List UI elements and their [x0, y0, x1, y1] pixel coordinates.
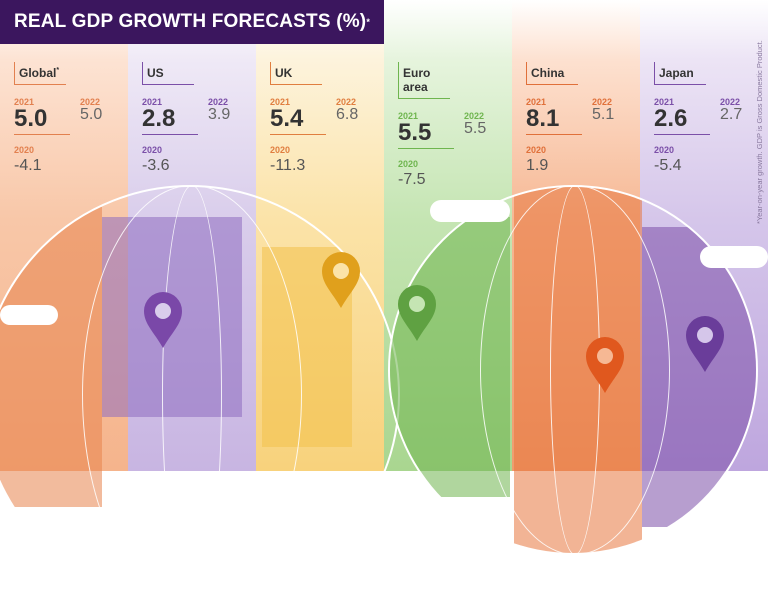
- year-label-2022: 2022: [720, 97, 741, 107]
- location-pin-icon-euro: [398, 285, 436, 341]
- value-2021: 5.0: [14, 107, 70, 135]
- cloud: [700, 246, 768, 268]
- globe-left: [0, 185, 400, 605]
- value-2021: 2.8: [142, 107, 198, 135]
- value-2020: -4.1: [14, 157, 42, 174]
- location-pin-icon-china: [586, 337, 624, 393]
- year-label-2021: 2021: [654, 97, 675, 107]
- region-name-text: Euro area: [403, 66, 431, 94]
- value-2022: 6.8: [336, 106, 359, 123]
- value-2022: 5.5: [464, 120, 487, 137]
- year-label-2022: 2022: [592, 97, 613, 107]
- year-label-2020: 2020: [14, 145, 35, 155]
- location-pin-icon-uk: [322, 252, 360, 308]
- year-label-2022: 2022: [208, 97, 229, 107]
- value-2021: 8.1: [526, 107, 582, 135]
- value-2021: 5.5: [398, 121, 454, 149]
- cloud: [0, 305, 58, 325]
- location-pin-icon-japan: [686, 316, 724, 372]
- region-name-text: China: [531, 66, 565, 80]
- region-card: US 2021 2.8 2022 3.9 2020 -3.6: [142, 62, 252, 175]
- region-card: China 2021 8.1 2022 5.1 2020 1.9: [526, 62, 636, 175]
- region-card: UK 2021 5.4 2022 6.8 2020 -11.3: [270, 62, 380, 175]
- value-2022: 3.9: [208, 106, 231, 123]
- region-name-text: Japan: [659, 66, 694, 80]
- value-2020: -7.5: [398, 171, 426, 188]
- region-name-text: US: [147, 66, 164, 80]
- region-card: Euro area 2021 5.5 2022 5.5 2020 -7.5: [398, 62, 508, 189]
- value-2022: 2.7: [720, 106, 743, 123]
- value-2020: -11.3: [270, 157, 306, 174]
- region-card: Global* 2021 5.0 2022 5.0 2020 -4.1: [14, 62, 124, 175]
- value-2020: -5.4: [654, 157, 682, 174]
- year-label-2021: 2021: [142, 97, 163, 107]
- title-text: REAL GDP GROWTH FORECASTS (%): [13, 11, 367, 32]
- year-label-2020: 2020: [142, 145, 163, 155]
- value-2022: 5.1: [592, 106, 615, 123]
- value-2020: 1.9: [526, 157, 549, 174]
- region-name-text: Global: [19, 66, 57, 80]
- region-name: Euro area: [398, 62, 450, 99]
- year-label-2022: 2022: [336, 97, 357, 107]
- year-label-2022: 2022: [80, 97, 101, 107]
- value-2020: -3.6: [142, 157, 170, 174]
- page-title: REAL GDP GROWTH FORECASTS (%) *: [0, 0, 384, 44]
- meridian: [82, 187, 302, 603]
- year-label-2020: 2020: [526, 145, 547, 155]
- year-label-2021: 2021: [14, 97, 35, 107]
- footnote: *Year-on-year growth. GDP is Gross Domes…: [755, 40, 764, 224]
- region-name-text: UK: [275, 66, 293, 80]
- region-name: US: [142, 62, 194, 85]
- cloud: [430, 200, 510, 222]
- year-label-2020: 2020: [654, 145, 675, 155]
- location-pin-icon-us: [144, 292, 182, 348]
- region-name: Japan: [654, 62, 706, 85]
- region-card: Japan 2021 2.6 2022 2.7 2020 -5.4: [654, 62, 764, 175]
- region-name: China: [526, 62, 578, 85]
- year-label-2021: 2021: [526, 97, 547, 107]
- year-label-2022: 2022: [464, 111, 485, 121]
- title-footnote-mark: *: [366, 17, 371, 27]
- meridian: [162, 187, 222, 603]
- value-2022: 5.0: [80, 106, 103, 123]
- value-2021: 2.6: [654, 107, 710, 135]
- meridian: [480, 187, 670, 553]
- year-label-2020: 2020: [270, 145, 291, 155]
- year-label-2020: 2020: [398, 159, 419, 169]
- region-name: UK: [270, 62, 322, 85]
- region-name: Global*: [14, 62, 66, 85]
- year-label-2021: 2021: [270, 97, 291, 107]
- value-2021: 5.4: [270, 107, 326, 135]
- year-label-2021: 2021: [398, 111, 419, 121]
- footnote-mark: *: [56, 67, 60, 74]
